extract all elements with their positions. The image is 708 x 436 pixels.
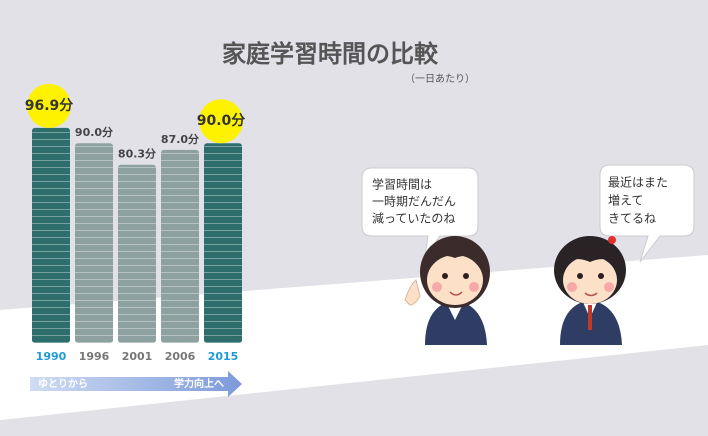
x-tick-label: 2015 <box>208 350 239 363</box>
bubble-text: 増えて <box>608 194 643 208</box>
chart-title: 家庭学習時間の比較 <box>222 40 439 68</box>
x-tick-label: 1990 <box>36 350 67 363</box>
bar-texture <box>161 149 199 343</box>
cheek <box>604 282 614 292</box>
bubble: 最近はまた 増えて きてるね <box>599 164 695 263</box>
value-label: 80.3分 <box>118 147 156 161</box>
value-label: 96.9分 <box>25 98 74 114</box>
arrow-left-label: ゆとりから <box>38 378 88 390</box>
bar-texture <box>204 143 242 343</box>
mouth <box>584 292 598 297</box>
eye <box>442 273 448 279</box>
eye <box>598 273 604 279</box>
eye <box>577 273 583 279</box>
face <box>427 255 483 305</box>
hand <box>404 279 421 306</box>
cheek <box>567 282 577 292</box>
x-tick-label: 2001 <box>122 350 153 363</box>
mouth <box>449 291 463 296</box>
value-label: 87.0分 <box>161 132 199 146</box>
face <box>563 256 617 304</box>
body <box>425 300 487 345</box>
arrow: ゆとりから 学力向上へ <box>30 371 242 397</box>
bar-texture <box>32 127 70 344</box>
label-highlight <box>27 83 71 128</box>
x-tick-label: 1996 <box>79 350 110 363</box>
bar-texture <box>75 143 113 343</box>
cheek <box>469 282 479 292</box>
value-label: 90.0分 <box>75 125 113 139</box>
bubble-text: 一時期だんだん <box>372 195 456 209</box>
bubble-shape <box>599 164 695 263</box>
bangs <box>425 248 487 262</box>
chart-subtitle: （一日あたり） <box>405 73 475 85</box>
character-left <box>404 236 490 345</box>
bubble-text: 最近はまた <box>608 176 668 190</box>
value-label: 90.0分 <box>197 113 246 129</box>
bubble: 学習時間は 一時期だんだん 減っていたのね <box>361 167 479 257</box>
bubble-text: きてるね <box>608 212 656 226</box>
arrow-right-label: 学力向上へ <box>174 377 224 390</box>
bangs <box>560 251 622 265</box>
bubble-text: 減っていたのね <box>372 211 455 226</box>
hair-tie <box>608 236 616 244</box>
tie <box>588 305 592 330</box>
label-highlight <box>199 99 243 144</box>
bubble-text: 学習時間は <box>372 177 432 192</box>
cheek <box>432 282 442 292</box>
bar-group: 1990 96.9分 1996 90.0分 2001 80.3分 2006 87.0分 2015… <box>25 83 246 363</box>
bar-texture <box>118 164 156 343</box>
x-tick-label: 2006 <box>165 350 196 363</box>
arrow-shape <box>30 371 242 397</box>
eye <box>463 273 469 279</box>
character-right <box>554 236 626 345</box>
